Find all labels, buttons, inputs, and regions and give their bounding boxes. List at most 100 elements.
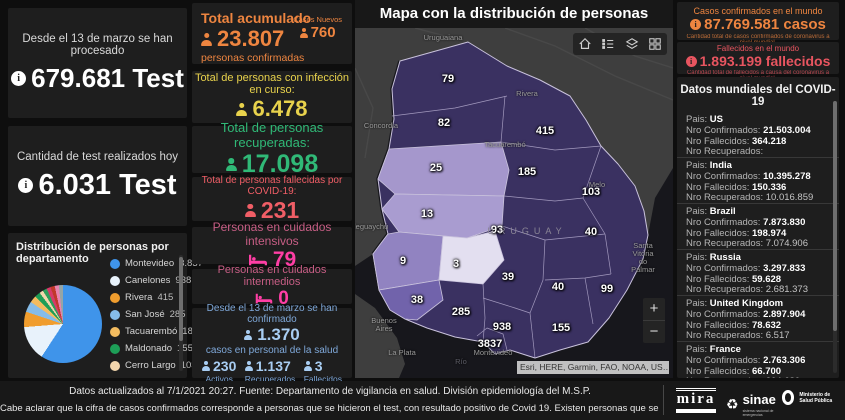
updated-text: Datos actualizados al 7/1/2021 20:27. Fu…	[69, 386, 591, 397]
legend-color-dot	[110, 326, 120, 337]
legend-value: 938	[175, 275, 192, 286]
country-block: Pais: United Kingdom Nro Confirmados: 2.8…	[677, 295, 839, 341]
accumulated-panel: Total acumulado 23.807 personas confirma…	[192, 3, 352, 64]
person-icon	[244, 204, 256, 217]
map-panel: Mapa con la distribución de personas	[355, 0, 673, 378]
icu-panel: Personas en cuidados intensivos 79	[192, 220, 352, 271]
basemap-icon[interactable]	[648, 37, 662, 51]
world-deaths-panel: Fallecidos en el mundo 1.893.199 falleci…	[677, 42, 839, 82]
new-cases-block: Casos Nuevos 760	[293, 15, 342, 41]
deaths-value: 231	[244, 197, 299, 224]
person-icon	[225, 158, 237, 171]
legend-item[interactable]: Rivera 415	[110, 289, 173, 306]
map-widget-toolbar	[573, 33, 667, 55]
health-workers-stat: 230 Activos	[202, 358, 236, 384]
active-cases-title: Total de personas con infección en curso…	[194, 72, 350, 96]
departments-pie-chart[interactable]	[24, 285, 102, 363]
recovered-title: Total de personas recuperadas:	[220, 120, 324, 150]
country-block: Pais: Brazil Nro Confirmados: 7.873.830 Nr…	[677, 203, 839, 249]
tests-today-panel: Cantidad de test realizados hoy 6.031 Te…	[8, 126, 187, 226]
bed-icon	[255, 293, 273, 304]
country-block: Pais: US Nro Confirmados: 21.503.004 Nro F…	[686, 114, 811, 158]
msp-emblem-icon	[782, 390, 795, 405]
imu-title: Personas en cuidados intermedios	[217, 263, 327, 288]
legend-color-dot	[110, 343, 120, 354]
legend-label: Montevideo	[125, 258, 175, 269]
legend-label: Canelones	[125, 275, 171, 286]
info-icon[interactable]	[18, 177, 34, 193]
legend-item[interactable]: San José 285	[110, 306, 185, 323]
legend-label: Maldonado	[125, 343, 173, 354]
health-workers-stat: 3 Fallecidos	[303, 357, 342, 384]
recovered-panel: Total de personas recuperadas: 17.098	[192, 120, 352, 178]
world-data-title: Datos mundiales del COVID-19	[680, 84, 836, 108]
icu-title: Personas en cuidados intensivos	[212, 219, 332, 248]
legend-value: 103	[180, 360, 197, 371]
person-icon	[244, 361, 253, 371]
legend-value: 155	[177, 343, 193, 354]
legend-color-dot	[110, 258, 120, 269]
tests-total-value: 679.681 Test	[11, 63, 184, 94]
info-icon[interactable]	[685, 55, 697, 67]
sinae-logo: ♻ sinae sistema nacional de emergencias	[726, 392, 776, 417]
zoom-in-button[interactable]: +	[643, 298, 665, 321]
legend-label: Tacuarembó	[125, 326, 178, 337]
health-workers-subtitle: casos en personal de la salud	[205, 344, 339, 356]
home-icon[interactable]	[578, 37, 592, 51]
tests-total-panel: Desde el 13 de marzo se han procesado 67…	[8, 8, 187, 118]
active-cases-value: 6.478	[236, 96, 308, 122]
mira-logo-bar	[676, 409, 716, 413]
legend-icon[interactable]	[601, 37, 615, 51]
departments-title: Distribución de personas por departament…	[16, 241, 169, 265]
map-title: Mapa con la distribución de personas	[379, 5, 649, 22]
legend-item[interactable]: Canelones 938	[110, 272, 191, 289]
country-block: Pais: India Nro Confirmados: 10.395.278 Nr…	[677, 157, 839, 203]
legend-color-dot	[110, 309, 120, 320]
legend-item[interactable]: Cerro Largo 103	[110, 357, 197, 374]
zoom-out-button[interactable]: −	[649, 323, 659, 340]
person-icon	[202, 361, 210, 371]
country-block: Pais: France Nro Confirmados: 2.763.306 Nr…	[677, 341, 839, 378]
departments-legend: Montevideo 3.837 Canelones 938 Rivera 415 San …	[110, 255, 203, 374]
legend-value: 415	[157, 292, 174, 303]
legend-item[interactable]: Tacuarembó 185	[110, 323, 198, 340]
legend-value: 285	[169, 309, 186, 320]
legend-scrollbar[interactable]	[179, 255, 183, 371]
legend-label: Cerro Largo	[125, 360, 176, 371]
uruguay-map[interactable]: 79 82 25 13 9 3 38 285 938 3837 39 93 185 415 103 40 40 9…	[355, 28, 673, 378]
world-confirmed-panel: Casos confirmados en el mundo 87.769.581…	[677, 2, 839, 46]
world-list-scrollbar[interactable]	[833, 101, 837, 373]
tests-total-title: Desde el 13 de marzo se han procesado	[22, 32, 173, 57]
world-deaths-value: 1.893.199 fallecidos	[677, 53, 839, 69]
imu-value: 0	[255, 288, 289, 310]
new-cases-label: Casos Nuevos	[293, 15, 342, 24]
layers-icon[interactable]	[625, 37, 639, 51]
legend-item[interactable]: Maldonado 155	[110, 340, 193, 357]
health-workers-breakdown: 230 Activos 1.137 Recuperados 3 Fallecidos	[192, 356, 352, 384]
person-icon	[201, 33, 212, 46]
legend-color-dot	[110, 275, 120, 286]
tests-today-value: 6.031 Test	[18, 169, 177, 202]
footer-bar: Datos actualizados al 7/1/2021 20:27. Fu…	[0, 381, 845, 420]
person-icon	[303, 361, 312, 371]
zoom-control: + −	[643, 298, 665, 343]
health-workers-value: 1.370	[244, 325, 300, 345]
deaths-panel: Total de personas fallecidas por COVID-1…	[192, 175, 352, 224]
person-icon	[299, 28, 308, 38]
map-attribution[interactable]: Esri, HERE, Garmin, FAO, NOAA, US…	[517, 361, 669, 374]
legend-color-dot	[110, 292, 120, 303]
uruguay-choropleth	[355, 28, 673, 378]
health-workers-stat: 1.137 Recuperados	[244, 357, 296, 384]
legend-value: 3.837	[179, 258, 203, 269]
accumulated-value: 23.807	[201, 26, 343, 52]
info-icon[interactable]	[690, 19, 702, 30]
legend-item[interactable]: Montevideo 3.837	[110, 255, 203, 272]
info-icon[interactable]	[11, 70, 27, 86]
disclaimer-text: Cabe aclarar que la cifra de casos confi…	[0, 403, 660, 414]
accumulated-subtitle: personas confirmadas	[201, 52, 305, 64]
msp-logo: Ministerio de Salud Pública	[782, 390, 845, 405]
legend-value: 185	[182, 326, 199, 337]
person-icon	[236, 103, 248, 116]
world-data-panel[interactable]: Datos mundiales del COVID-19 Pais: US Nro…	[677, 77, 839, 378]
